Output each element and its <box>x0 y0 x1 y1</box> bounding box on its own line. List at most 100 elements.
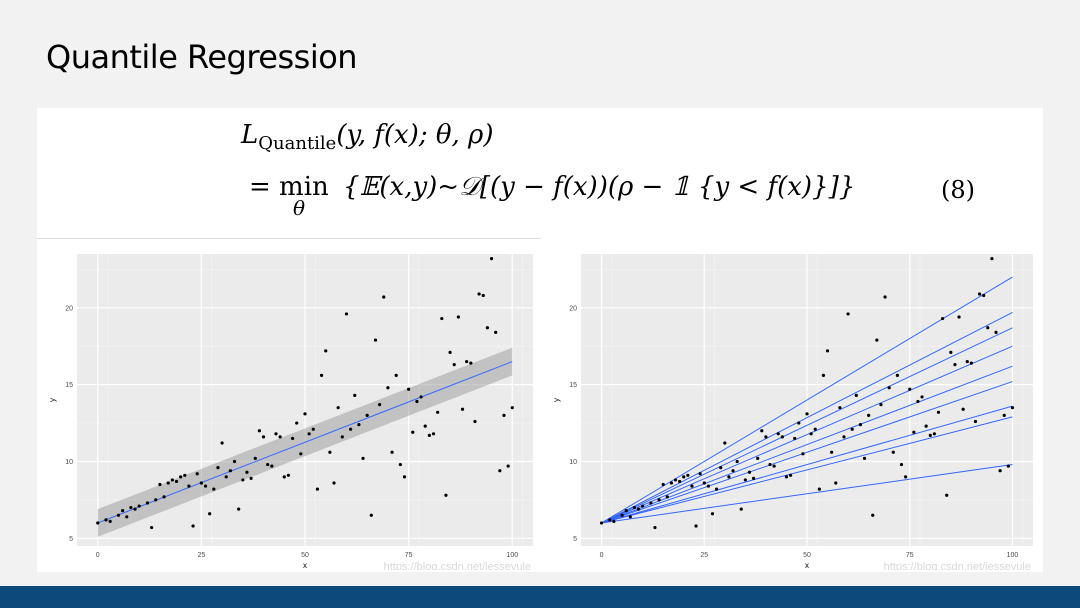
data-point <box>373 338 378 342</box>
data-point <box>477 292 481 296</box>
data-point <box>402 475 407 479</box>
data-point <box>932 432 936 436</box>
y-tick-label: 5 <box>69 536 73 543</box>
data-point <box>469 361 473 365</box>
data-point <box>821 373 826 378</box>
data-point <box>315 487 320 491</box>
data-point <box>133 507 137 511</box>
data-point <box>941 316 945 321</box>
data-point <box>764 435 768 439</box>
data-point <box>378 403 382 407</box>
data-point <box>145 501 150 505</box>
right-chart: 0 25 50 75 100 5 10 15 20 x y https://blog.csdn.net… <box>552 254 1033 570</box>
data-point <box>382 295 386 299</box>
data-point <box>436 410 440 414</box>
content-panel: LQuantile(y, f(x); θ, ρ) = min θ {𝔼(x,y)… <box>37 108 1043 572</box>
data-point <box>166 481 170 485</box>
data-point <box>307 432 311 436</box>
formula-subscript: Quantile <box>258 133 337 154</box>
data-point <box>386 386 390 390</box>
data-point <box>793 436 797 441</box>
data-point <box>158 482 162 487</box>
data-point <box>756 456 760 460</box>
data-point <box>257 429 261 433</box>
data-point <box>369 513 373 517</box>
data-point <box>678 479 682 484</box>
data-point <box>977 292 982 296</box>
data-point <box>390 450 394 454</box>
data-point <box>813 427 817 431</box>
data-point <box>460 407 465 411</box>
data-point <box>232 459 237 464</box>
slide-title: Quantile Regression <box>46 38 358 76</box>
x-tick-label: 50 <box>803 552 811 559</box>
data-point <box>669 481 673 485</box>
data-point <box>237 507 241 511</box>
data-point <box>887 386 891 390</box>
equation-number: (8) <box>941 176 975 204</box>
data-point <box>772 464 776 468</box>
data-point <box>653 525 657 530</box>
data-point <box>282 475 286 479</box>
data-point <box>431 432 436 436</box>
data-point <box>199 481 203 485</box>
data-point <box>694 524 698 528</box>
data-point <box>805 412 809 416</box>
data-point <box>990 257 994 261</box>
data-point <box>328 450 332 454</box>
data-point <box>506 464 510 468</box>
data-point <box>249 476 253 480</box>
data-point <box>419 395 423 399</box>
quantile-line <box>601 464 1013 524</box>
data-point <box>411 430 415 434</box>
data-point <box>973 419 978 424</box>
quantile-line <box>601 311 1013 524</box>
data-point <box>220 441 224 445</box>
formula-args: (y, f(x); θ, ρ) <box>336 120 494 150</box>
data-point <box>452 363 456 367</box>
data-point <box>365 413 369 417</box>
data-point <box>895 373 899 378</box>
x-tick-label: 0 <box>600 552 604 559</box>
data-point <box>628 515 632 519</box>
quantile-line <box>601 365 1013 524</box>
data-point <box>920 395 924 399</box>
data-point <box>965 359 969 364</box>
data-point <box>361 456 365 460</box>
data-point <box>195 472 199 476</box>
quantile-line <box>601 381 1013 524</box>
formula-line-1: LQuantile(y, f(x); θ, ρ) <box>241 120 494 154</box>
y-tick-label: 15 <box>65 382 73 389</box>
data-point <box>854 393 858 397</box>
watermark: https://blog.csdn.net/jesseyule <box>884 561 1031 570</box>
data-point <box>203 484 208 488</box>
data-point <box>353 393 357 397</box>
data-point <box>949 350 953 354</box>
data-point <box>912 430 916 434</box>
data-point <box>456 315 460 319</box>
data-point <box>780 435 784 439</box>
data-point <box>116 513 121 517</box>
data-point <box>150 525 154 530</box>
data-point <box>357 422 361 427</box>
data-point <box>228 469 232 473</box>
data-point <box>266 462 270 467</box>
data-point <box>299 452 303 456</box>
data-point <box>295 421 299 425</box>
divider <box>37 238 541 239</box>
formula-min: = min <box>249 172 329 202</box>
data-point <box>394 373 398 378</box>
data-point <box>809 432 813 436</box>
y-tick-label: 10 <box>65 459 73 466</box>
data-point <box>241 478 245 482</box>
x-tick-label: 75 <box>906 552 914 559</box>
data-point <box>690 484 694 488</box>
y-tick-label: 20 <box>65 305 73 312</box>
data-point <box>212 487 216 491</box>
data-point <box>751 476 756 480</box>
data-point <box>719 466 723 470</box>
x-axis-label: x <box>303 561 307 570</box>
data-point <box>998 469 1002 473</box>
data-point <box>982 293 986 298</box>
data-point <box>324 349 328 353</box>
